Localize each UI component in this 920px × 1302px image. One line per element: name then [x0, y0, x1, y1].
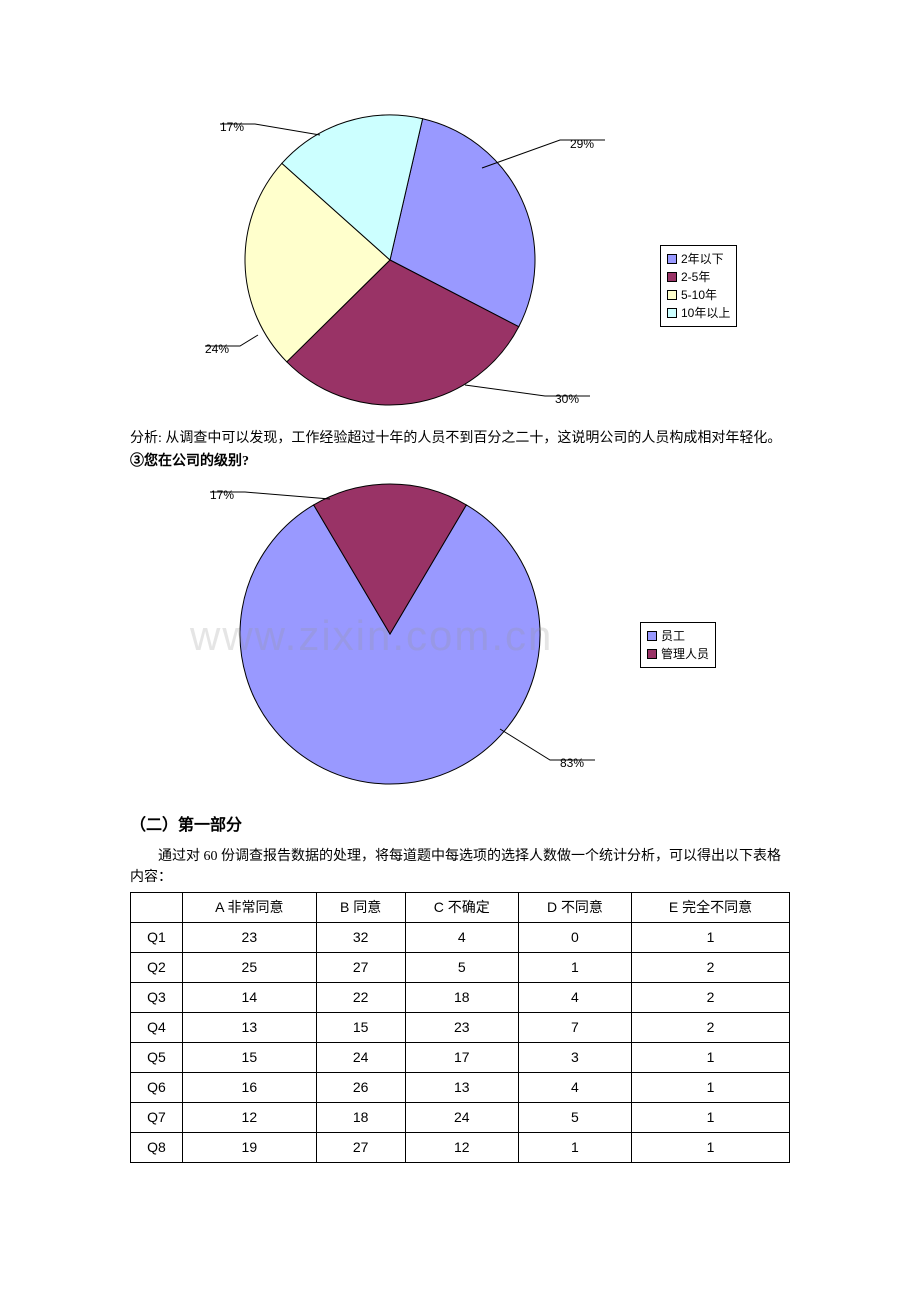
table-cell: 12 — [182, 1103, 316, 1133]
table-cell: 12 — [405, 1133, 518, 1163]
table-cell: 15 — [182, 1043, 316, 1073]
pie-callout-label: 17% — [220, 118, 244, 136]
table-cell: 13 — [182, 1013, 316, 1043]
table-cell: 2 — [632, 1013, 790, 1043]
table-cell: 1 — [632, 1103, 790, 1133]
table-cell: 1 — [518, 1133, 631, 1163]
table-row: Q616261341 — [131, 1073, 790, 1103]
table-cell: Q1 — [131, 923, 183, 953]
table-cell: 1 — [518, 953, 631, 983]
chart-legend: 员工管理人员 — [640, 622, 716, 668]
legend-swatch — [667, 254, 677, 264]
section-2-heading: （二）第一部分 — [130, 814, 790, 838]
pie-callout-label: 83% — [560, 754, 584, 772]
table-cell: 2 — [632, 953, 790, 983]
table-cell: Q3 — [131, 983, 183, 1013]
table-header-cell: A 非常同意 — [182, 893, 316, 923]
table-cell: Q2 — [131, 953, 183, 983]
table-cell: 24 — [405, 1103, 518, 1133]
legend-item: 10年以上 — [667, 304, 730, 322]
legend-label: 10年以上 — [681, 304, 730, 322]
table-cell: 5 — [405, 953, 518, 983]
table-cell: 1 — [632, 1133, 790, 1163]
chart-legend: 2年以下2-5年5-10年10年以上 — [660, 245, 737, 327]
tenure-pie-chart: 29% 30% 24% 17% 2年以下2-5年5-10年10年以上 — [130, 100, 790, 420]
table-cell: 4 — [518, 983, 631, 1013]
pie-callout-label: 24% — [205, 340, 229, 358]
table-row: Q712182451 — [131, 1103, 790, 1133]
table-row: Q314221842 — [131, 983, 790, 1013]
table-header-cell: B 同意 — [316, 893, 405, 923]
table-row: Q413152372 — [131, 1013, 790, 1043]
table-cell: 23 — [182, 923, 316, 953]
table-cell: 19 — [182, 1133, 316, 1163]
table-cell: 17 — [405, 1043, 518, 1073]
table-header-cell: C 不确定 — [405, 893, 518, 923]
legend-swatch — [667, 308, 677, 318]
table-header-cell: E 完全不同意 — [632, 893, 790, 923]
table-cell: 5 — [518, 1103, 631, 1133]
pie-callout-label: 29% — [570, 135, 594, 153]
table-cell: 0 — [518, 923, 631, 953]
level-pie-chart: www.zixin.com.cn 83%17%员工管理人员 — [130, 474, 790, 794]
legend-item: 5-10年 — [667, 286, 730, 304]
table-row: Q22527512 — [131, 953, 790, 983]
survey-table: A 非常同意B 同意C 不确定D 不同意E 完全不同意 Q12332401Q22… — [130, 892, 790, 1163]
table-cell: Q5 — [131, 1043, 183, 1073]
legend-swatch — [647, 631, 657, 641]
table-cell: 14 — [182, 983, 316, 1013]
table-cell: 22 — [316, 983, 405, 1013]
table-cell: 7 — [518, 1013, 631, 1043]
table-cell: 23 — [405, 1013, 518, 1043]
pie-callout-label: 30% — [555, 390, 579, 408]
legend-label: 2-5年 — [681, 268, 710, 286]
table-cell: Q8 — [131, 1133, 183, 1163]
table-row: Q12332401 — [131, 923, 790, 953]
table-cell: 26 — [316, 1073, 405, 1103]
table-cell: Q7 — [131, 1103, 183, 1133]
table-cell: 1 — [632, 923, 790, 953]
legend-swatch — [667, 290, 677, 300]
table-header-cell — [131, 893, 183, 923]
table-row: Q515241731 — [131, 1043, 790, 1073]
table-cell: 18 — [316, 1103, 405, 1133]
legend-label: 管理人员 — [661, 645, 709, 663]
table-header-cell: D 不同意 — [518, 893, 631, 923]
legend-item: 2年以下 — [667, 250, 730, 268]
pie-callout-label: 17% — [210, 486, 234, 504]
section-2-intro: 通过对 60 份调查报告数据的处理，将每道题中每选项的选择人数做一个统计分析，可… — [130, 846, 790, 888]
legend-label: 员工 — [661, 627, 685, 645]
table-cell: Q6 — [131, 1073, 183, 1103]
table-cell: 18 — [405, 983, 518, 1013]
question-3: ③您在公司的级别? — [130, 451, 790, 472]
table-cell: 1 — [632, 1043, 790, 1073]
table-cell: 25 — [182, 953, 316, 983]
table-cell: 4 — [518, 1073, 631, 1103]
table-cell: 4 — [405, 923, 518, 953]
table-cell: Q4 — [131, 1013, 183, 1043]
table-cell: 1 — [632, 1073, 790, 1103]
table-row: Q819271211 — [131, 1133, 790, 1163]
table-cell: 27 — [316, 953, 405, 983]
legend-swatch — [647, 649, 657, 659]
table-cell: 27 — [316, 1133, 405, 1163]
legend-item: 员工 — [647, 627, 709, 645]
table-cell: 13 — [405, 1073, 518, 1103]
legend-swatch — [667, 272, 677, 282]
legend-item: 2-5年 — [667, 268, 730, 286]
analysis-text-1: 分析: 从调查中可以发现，工作经验超过十年的人员不到百分之二十，这说明公司的人员… — [130, 428, 790, 449]
legend-label: 5-10年 — [681, 286, 717, 304]
table-cell: 24 — [316, 1043, 405, 1073]
legend-item: 管理人员 — [647, 645, 709, 663]
table-cell: 3 — [518, 1043, 631, 1073]
table-cell: 2 — [632, 983, 790, 1013]
table-cell: 32 — [316, 923, 405, 953]
table-cell: 15 — [316, 1013, 405, 1043]
table-cell: 16 — [182, 1073, 316, 1103]
legend-label: 2年以下 — [681, 250, 724, 268]
